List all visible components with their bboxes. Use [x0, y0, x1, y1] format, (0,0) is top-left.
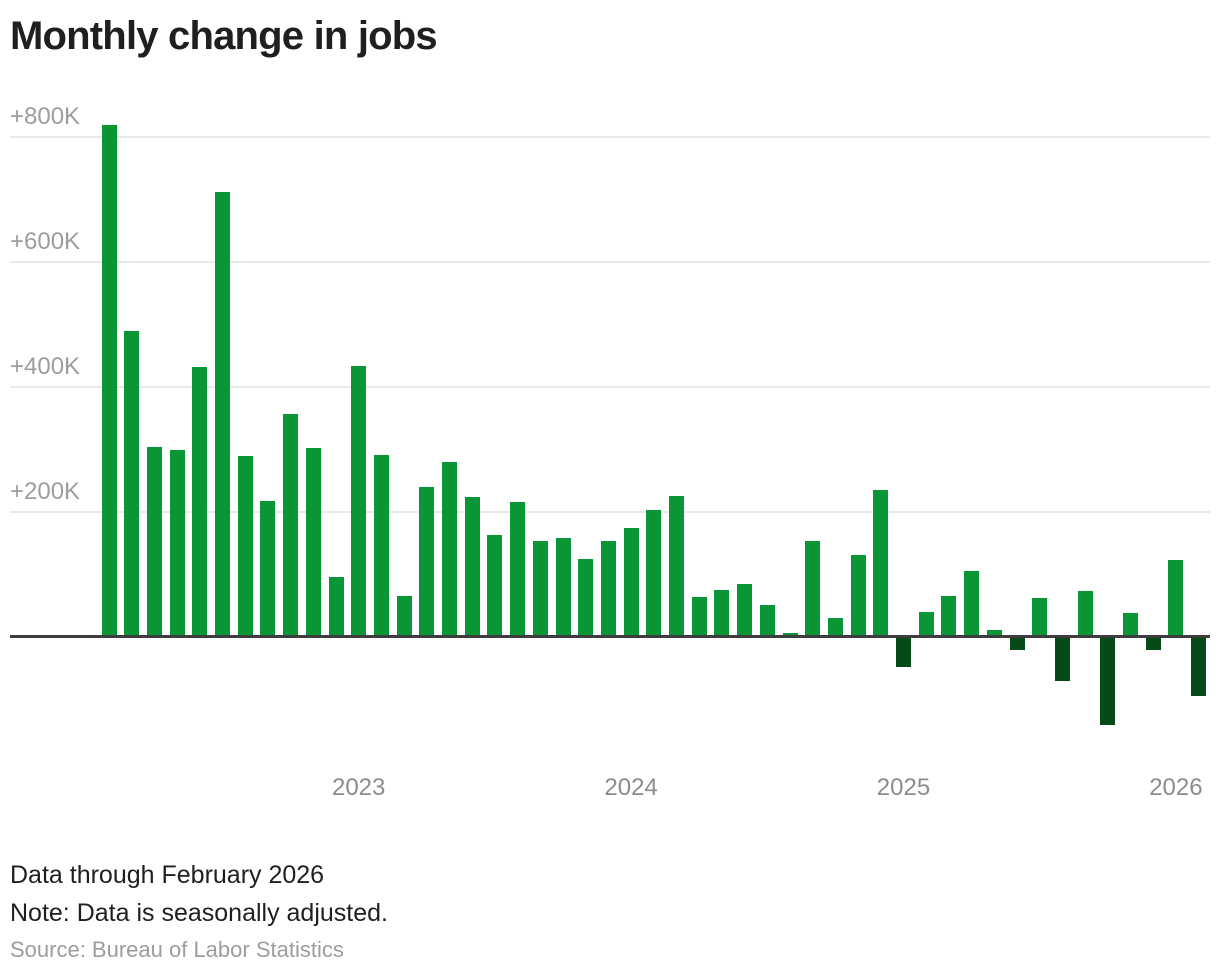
x-tick-label-2023: 2023 — [331, 774, 386, 801]
bar-sep-2023 — [532, 540, 548, 637]
footnote-seasonal-adjustment: Note: Data is seasonally adjusted. — [10, 899, 388, 927]
bar-oct-2022 — [283, 414, 299, 637]
bar-jan-2024 — [623, 528, 639, 637]
bar-feb-2023 — [373, 454, 389, 637]
bar-feb-2025 — [918, 612, 934, 637]
source-credit: Source: Bureau of Labor Statistics — [10, 937, 344, 962]
y-tick-label-200k: +200K — [10, 478, 81, 506]
bar-mar-2025 — [941, 595, 957, 637]
bar-jun-2022 — [192, 367, 208, 637]
monthly-jobs-bar-chart: +800K +600K +400K +200K 2023 2024 2025 2026 — [10, 103, 1210, 801]
bar-aug-2022 — [237, 455, 253, 637]
y-tick-label-600k: +600K — [10, 228, 81, 256]
bar-sep-2024 — [805, 540, 821, 637]
bar-sep-2022 — [260, 500, 276, 637]
bar-nov-2022 — [305, 448, 321, 637]
bar-oct-2023 — [555, 538, 571, 637]
page-title: Monthly change in jobs — [10, 14, 438, 58]
bar-nov-2024 — [850, 554, 866, 637]
gridline-800k — [10, 136, 1210, 139]
bar-mar-2023 — [396, 595, 412, 637]
gridline-600k — [10, 261, 1210, 264]
bar-feb-2022 — [101, 124, 117, 637]
bar-aug-2024 — [782, 632, 798, 637]
bar-sep-2025 — [1077, 591, 1093, 637]
bar-jul-2023 — [487, 535, 503, 637]
bar-aug-2025 — [1054, 637, 1070, 682]
bar-jun-2025 — [1009, 637, 1025, 651]
bar-jul-2022 — [215, 192, 230, 637]
bar-jun-2024 — [737, 583, 753, 637]
bar-may-2025 — [986, 630, 1002, 637]
bar-nov-2025 — [1123, 612, 1138, 637]
footnote-data-through: Data through February 2026 — [10, 861, 325, 889]
gridline-200k — [10, 511, 1210, 514]
bar-apr-2023 — [419, 487, 435, 637]
bar-oct-2024 — [827, 617, 843, 637]
bar-jan-2026 — [1168, 560, 1184, 637]
bar-dec-2023 — [600, 541, 616, 637]
bar-dec-2024 — [873, 489, 889, 637]
bar-jul-2025 — [1032, 598, 1048, 637]
bar-feb-2026 — [1191, 637, 1207, 696]
zero-axis-line — [10, 635, 1210, 638]
bar-may-2023 — [442, 462, 457, 637]
bar-aug-2023 — [510, 501, 526, 637]
bar-feb-2024 — [646, 509, 662, 637]
chart-footnotes: Data through February 2026 Note: Data is… — [10, 856, 388, 932]
bar-apr-2024 — [691, 597, 707, 637]
x-tick-label-2026: 2026 — [1149, 774, 1203, 801]
bar-mar-2024 — [669, 495, 684, 637]
bar-may-2022 — [169, 449, 185, 637]
bar-jul-2024 — [759, 605, 775, 637]
bar-nov-2023 — [578, 558, 594, 637]
bar-jun-2023 — [464, 497, 480, 637]
bar-oct-2025 — [1100, 637, 1116, 726]
x-tick-label-2025: 2025 — [876, 774, 931, 801]
y-tick-label-400k: +400K — [10, 353, 81, 381]
bar-jan-2023 — [351, 366, 367, 637]
bar-apr-2025 — [964, 570, 980, 637]
bar-may-2024 — [714, 589, 730, 637]
gridline-400k — [10, 386, 1210, 389]
bar-dec-2022 — [328, 577, 344, 637]
bar-jan-2025 — [896, 637, 911, 667]
y-tick-label-800k: +800K — [10, 103, 81, 131]
bar-apr-2022 — [146, 446, 162, 637]
bar-mar-2022 — [124, 331, 140, 637]
bar-dec-2025 — [1145, 637, 1161, 651]
x-tick-label-2024: 2024 — [604, 774, 658, 801]
